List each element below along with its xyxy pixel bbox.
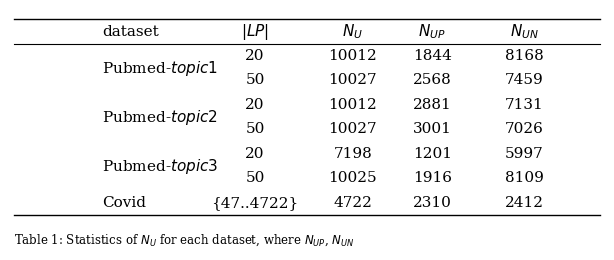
Text: 4722: 4722 [333,196,372,210]
Text: 7459: 7459 [505,74,543,87]
Text: 10012: 10012 [328,98,377,112]
Text: 1201: 1201 [413,147,452,161]
Text: 20: 20 [246,98,265,112]
Text: Covid: Covid [103,196,146,210]
Text: $N_{UN}$: $N_{UN}$ [510,22,538,41]
Text: 7131: 7131 [505,98,543,112]
Text: 10012: 10012 [328,49,377,63]
Text: $N_{UP}$: $N_{UP}$ [419,22,446,41]
Text: 1844: 1844 [413,49,452,63]
Text: Pubmed-$\mathit{topic1}$: Pubmed-$\mathit{topic1}$ [103,59,219,78]
Text: Pubmed-$\mathit{topic2}$: Pubmed-$\mathit{topic2}$ [103,108,218,127]
Text: 8168: 8168 [505,49,543,63]
Text: 2881: 2881 [413,98,452,112]
Text: 10025: 10025 [328,171,377,185]
Text: Table 1: Statistics of $N_U$ for each dataset, where $N_{UP}$, $N_{UN}$: Table 1: Statistics of $N_U$ for each da… [14,233,354,248]
Text: 2568: 2568 [413,74,452,87]
Text: 10027: 10027 [328,122,377,136]
Text: dataset: dataset [103,25,159,39]
Text: 50: 50 [246,122,265,136]
Text: 50: 50 [246,74,265,87]
Text: 8109: 8109 [505,171,543,185]
Text: 7026: 7026 [505,122,543,136]
Text: 2412: 2412 [505,196,543,210]
Text: 7198: 7198 [333,147,372,161]
Text: {47..4722}: {47..4722} [211,196,298,210]
Text: 10027: 10027 [328,74,377,87]
Text: 1916: 1916 [413,171,452,185]
Text: 50: 50 [246,171,265,185]
Text: $N_U$: $N_U$ [343,22,363,41]
Text: 20: 20 [246,49,265,63]
Text: Pubmed-$\mathit{topic3}$: Pubmed-$\mathit{topic3}$ [103,157,219,176]
Text: 2310: 2310 [413,196,452,210]
Text: 20: 20 [246,147,265,161]
Text: $|LP|$: $|LP|$ [241,22,269,42]
Text: 3001: 3001 [413,122,452,136]
Text: 5997: 5997 [505,147,543,161]
